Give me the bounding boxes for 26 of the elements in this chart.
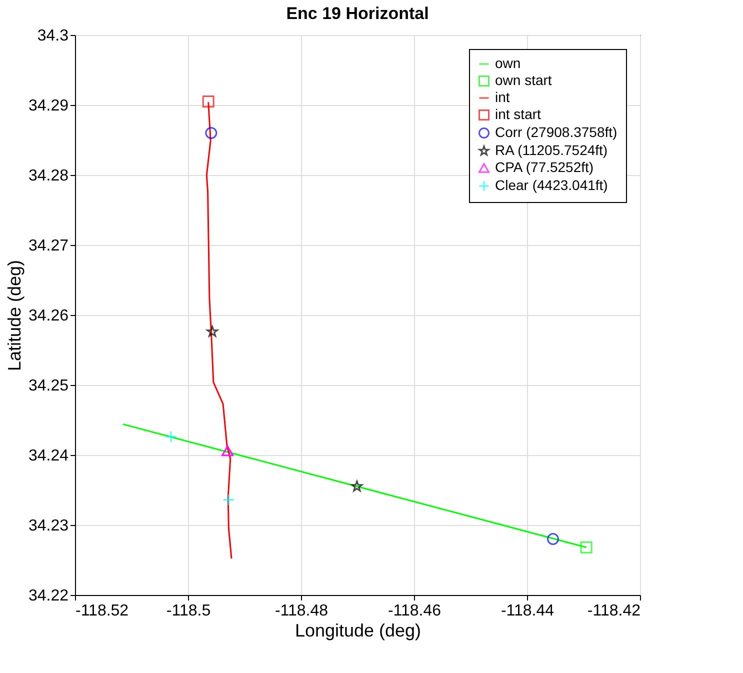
y-tick-label: 34.23 [28,518,69,534]
x-tick-label: -118.5 [166,602,211,620]
x-tick-label: -118.42 [587,602,641,620]
y-tick-label: 34.28 [28,168,69,184]
y-tick-label: 34.24 [28,448,69,464]
y-tick-label: 34.26 [28,308,69,324]
y-tick-label: 34.29 [28,98,69,114]
legend-label: Corr (27908.3758ft) [495,124,618,140]
x-tick-label: -118.48 [274,602,328,620]
legend-label: RA (11205.7524ft) [495,142,608,158]
legend-label: own start [495,72,552,88]
y-tick-label: 34.25 [28,378,69,394]
legend-label: own [495,55,521,71]
y-tick-label: 34.3 [37,28,69,44]
x-tick-label: -118.46 [388,602,442,620]
legend-label: Clear (4423.041ft) [495,177,608,193]
x-tick-label: -118.44 [500,602,554,620]
y-axis-title: Latitude (deg) [4,260,24,372]
legend-label: int [495,89,510,105]
legend-label: CPA (77.5252ft) [495,159,594,175]
x-axis-title: Longitude (deg) [294,620,422,640]
x-tick-label: -118.52 [76,602,129,620]
y-tick-label: 34.27 [28,238,69,254]
legend-label: int start [495,106,542,122]
chart-title: Enc 19 Horizontal [286,4,429,23]
y-tick-label: 34.22 [28,588,69,604]
